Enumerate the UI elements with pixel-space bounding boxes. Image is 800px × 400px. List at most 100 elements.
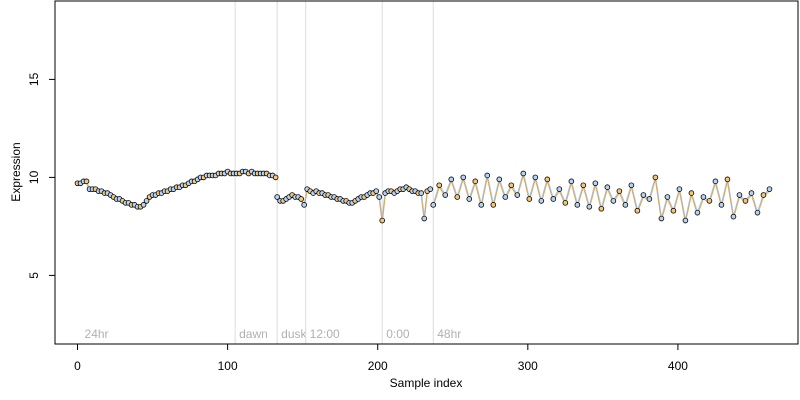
data-point	[538, 198, 545, 204]
x-tick-label: 0	[74, 359, 81, 373]
series-line-segment	[690, 192, 699, 213]
data-point	[706, 198, 713, 204]
series-line-segment	[486, 177, 494, 207]
y-axis: 5 10 15	[27, 72, 56, 279]
x-tick-label: 400	[668, 359, 688, 373]
data-point	[718, 202, 725, 208]
series-line-segment	[678, 191, 686, 223]
series-line-segment	[450, 179, 458, 198]
data-point	[712, 178, 719, 185]
plot-frame	[54, 0, 799, 345]
series-line-segment	[468, 181, 476, 200]
section-marker-label: 0:00	[386, 327, 410, 341]
series-line-segment	[582, 185, 591, 208]
data-point	[421, 215, 428, 222]
series-line-segment	[600, 186, 609, 209]
y-tick-label: 15	[27, 72, 41, 86]
data-point	[143, 198, 150, 204]
data-point	[376, 194, 383, 200]
data-point	[490, 202, 497, 208]
data-point	[520, 170, 527, 177]
data-point	[454, 194, 461, 200]
data-point	[562, 200, 569, 206]
section-marker-label: 48hr	[437, 327, 461, 341]
data-point	[140, 202, 147, 208]
data-point	[272, 174, 279, 181]
series-line-segment	[756, 194, 765, 213]
series-line-segment	[708, 181, 717, 202]
data-point	[574, 202, 581, 208]
x-tick-label: 200	[368, 359, 388, 373]
series-line-segment	[540, 179, 549, 202]
y-tick-label: 10	[27, 170, 41, 184]
data-point	[604, 184, 611, 191]
series-line-segment	[648, 177, 657, 200]
data-point	[610, 198, 617, 204]
y-axis-label: Expression	[9, 142, 23, 201]
data-point	[83, 178, 90, 185]
section-markers: 24hr dawn dusk 12:00 0:00 48hr	[85, 1, 461, 344]
x-axis-label: Sample index	[390, 376, 463, 390]
data-point	[379, 217, 386, 224]
data-point	[442, 192, 449, 198]
data-point	[700, 194, 707, 200]
data-point	[598, 205, 605, 212]
data-point	[436, 182, 443, 189]
data-point	[628, 182, 635, 189]
data-point	[748, 190, 755, 196]
x-axis: 0 100 200 300 400	[74, 343, 688, 373]
series-line-segment	[546, 179, 555, 200]
data-point	[664, 194, 671, 200]
data-point	[688, 190, 695, 196]
section-marker-label: 24hr	[85, 327, 109, 341]
data-point	[301, 202, 307, 208]
data-point	[754, 209, 761, 216]
series-line-segment	[462, 177, 471, 200]
data-point	[634, 207, 641, 214]
data-point	[427, 186, 434, 192]
series-line-segment	[750, 192, 759, 213]
data-point	[418, 190, 425, 196]
data-point	[616, 188, 623, 194]
series-line-segment	[576, 185, 585, 206]
data-point	[658, 215, 665, 222]
data-point	[652, 174, 659, 181]
series-line-segment	[726, 181, 734, 219]
series-line-segment	[672, 188, 681, 211]
data-point	[478, 202, 485, 208]
data-point	[466, 196, 473, 202]
data-point	[760, 192, 767, 198]
data-point	[724, 176, 731, 183]
data-point	[448, 176, 455, 183]
data-point	[580, 182, 587, 189]
series-line-segment	[456, 177, 464, 198]
x-tick-label: 300	[518, 359, 538, 373]
data-point	[496, 176, 503, 183]
series-line-segment	[564, 181, 573, 204]
data-point	[742, 198, 749, 204]
data-point	[682, 217, 689, 224]
data-point	[730, 213, 737, 220]
data-point	[694, 209, 701, 216]
data-point	[472, 178, 479, 185]
series-line-segment	[624, 185, 633, 206]
series-line-segment	[516, 173, 525, 196]
data-point	[736, 192, 743, 198]
data-point	[550, 196, 557, 202]
data-point	[568, 178, 575, 185]
data-point	[274, 194, 280, 200]
data-point	[622, 202, 629, 208]
data-point	[514, 192, 521, 198]
data-point	[670, 207, 677, 214]
data-point	[640, 192, 647, 198]
data-point	[586, 204, 593, 210]
data-point	[373, 188, 380, 194]
series-line-segment	[660, 196, 669, 219]
data-point	[484, 172, 491, 179]
section-marker-label: dawn	[239, 327, 268, 341]
series-line-segment	[732, 194, 741, 217]
data-point	[646, 196, 653, 202]
data-point	[544, 176, 551, 183]
series-line-segment	[432, 185, 440, 206]
series-line-segment	[480, 177, 488, 207]
